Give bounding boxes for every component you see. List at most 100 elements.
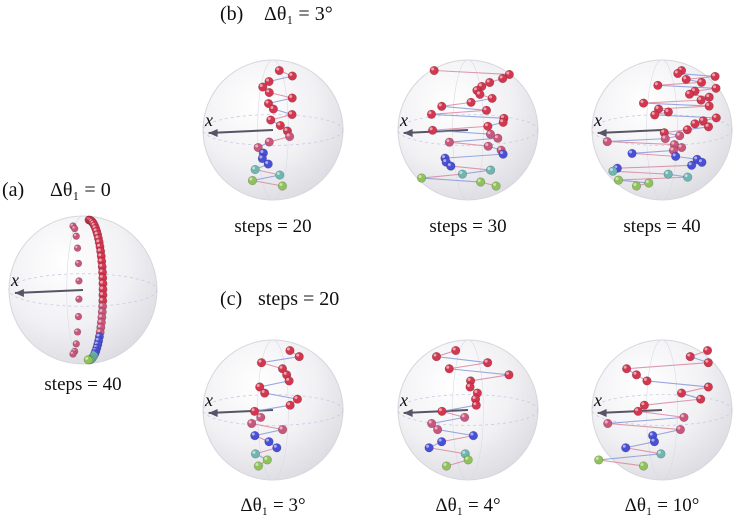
state-point xyxy=(457,169,468,179)
state-point xyxy=(275,170,285,180)
state-point xyxy=(631,370,642,380)
state-point-highlight xyxy=(70,351,73,354)
state-point-highlight xyxy=(266,78,270,82)
trajectory-segment xyxy=(441,435,474,443)
state-point-highlight xyxy=(431,67,435,71)
panel-a-caption: steps = 40 xyxy=(44,374,121,395)
state-point xyxy=(696,394,706,404)
state-point xyxy=(687,160,697,170)
state-point-highlight xyxy=(279,426,283,430)
state-point-highlight xyxy=(713,85,717,89)
state-point-highlight xyxy=(264,456,268,460)
state-point xyxy=(642,376,652,386)
state-point-highlight xyxy=(276,171,280,175)
state-point xyxy=(247,418,257,429)
trajectory-segment xyxy=(462,169,491,175)
x-axis-arrowhead xyxy=(403,409,413,417)
trajectory-segment xyxy=(652,428,681,437)
state-point-highlight xyxy=(687,353,691,357)
state-point-highlight xyxy=(459,171,463,175)
state-point xyxy=(660,134,670,144)
state-point xyxy=(677,142,687,153)
state-point xyxy=(446,161,456,171)
state-point xyxy=(73,328,82,336)
state-point xyxy=(285,131,295,142)
state-point-highlight xyxy=(98,314,102,318)
state-point-highlight xyxy=(452,347,456,351)
state-point-highlight xyxy=(260,149,264,153)
state-point xyxy=(444,137,455,147)
state-point-highlight xyxy=(259,83,263,88)
trajectory-segment xyxy=(617,164,692,169)
state-point-highlight xyxy=(441,155,445,159)
state-point-highlight xyxy=(265,160,269,164)
trajectory-segment xyxy=(259,380,290,388)
state-point xyxy=(463,455,473,465)
state-point-highlight xyxy=(622,444,626,448)
state-point-highlight xyxy=(670,147,674,151)
state-point xyxy=(498,149,508,159)
state-point-highlight xyxy=(286,133,290,137)
state-point-highlight xyxy=(485,143,489,147)
state-point xyxy=(264,137,274,147)
state-point-highlight xyxy=(609,168,613,172)
state-point-highlight xyxy=(635,408,639,412)
trajectory-segment xyxy=(450,165,491,171)
state-point-highlight xyxy=(279,182,283,186)
panel-b-caption-1: steps = 20 xyxy=(234,216,311,237)
state-point-highlight xyxy=(428,420,432,424)
state-point-highlight xyxy=(438,103,442,107)
state-point-highlight xyxy=(649,432,653,436)
state-point xyxy=(83,355,93,365)
state-point-highlight xyxy=(484,359,488,363)
state-point-highlight xyxy=(672,153,676,157)
trajectory-segment xyxy=(612,170,669,175)
state-point xyxy=(465,382,475,392)
state-point-highlight xyxy=(289,72,293,77)
state-point-highlight xyxy=(662,135,666,139)
state-point-highlight xyxy=(706,103,710,107)
state-point-highlight xyxy=(676,132,680,136)
state-point-highlight xyxy=(615,177,619,181)
state-point-highlight xyxy=(296,353,300,357)
state-point-highlight xyxy=(462,450,466,454)
x-axis-arrowhead xyxy=(208,409,218,417)
state-point xyxy=(679,412,689,422)
trajectory-segment xyxy=(681,386,709,394)
state-point xyxy=(703,122,714,132)
state-point xyxy=(504,370,514,380)
state-point-highlight xyxy=(95,337,99,341)
state-point-highlight xyxy=(505,371,509,375)
state-point-highlight xyxy=(265,438,269,442)
state-point xyxy=(437,101,447,111)
state-point-highlight xyxy=(640,100,644,104)
state-point-highlight xyxy=(665,171,669,175)
sphere-equator xyxy=(202,114,344,146)
state-point-highlight xyxy=(93,228,97,232)
state-point xyxy=(486,165,496,175)
state-point xyxy=(73,244,82,252)
state-point xyxy=(684,89,695,99)
state-point-highlight xyxy=(446,365,450,369)
state-point xyxy=(74,259,83,268)
state-point-highlight xyxy=(283,371,287,375)
trajectory-segment xyxy=(625,447,662,455)
state-point-highlight xyxy=(433,353,437,357)
trajectory-segment xyxy=(646,380,709,388)
state-point xyxy=(697,157,707,167)
state-point xyxy=(471,400,481,410)
state-point xyxy=(75,295,83,303)
state-point-highlight xyxy=(640,462,644,466)
state-point-highlight xyxy=(665,108,669,112)
state-point-highlight xyxy=(691,88,695,92)
trajectory-segment xyxy=(432,125,488,131)
state-point-highlight xyxy=(97,248,101,252)
trajectory-segment xyxy=(251,422,283,431)
state-point-highlight xyxy=(267,116,271,121)
state-point xyxy=(608,166,618,176)
state-point xyxy=(594,455,604,465)
panel-b-caption-3: steps = 40 xyxy=(623,216,700,237)
state-point xyxy=(696,95,706,105)
state-point-highlight xyxy=(447,163,451,167)
state-point-highlight xyxy=(97,324,101,328)
